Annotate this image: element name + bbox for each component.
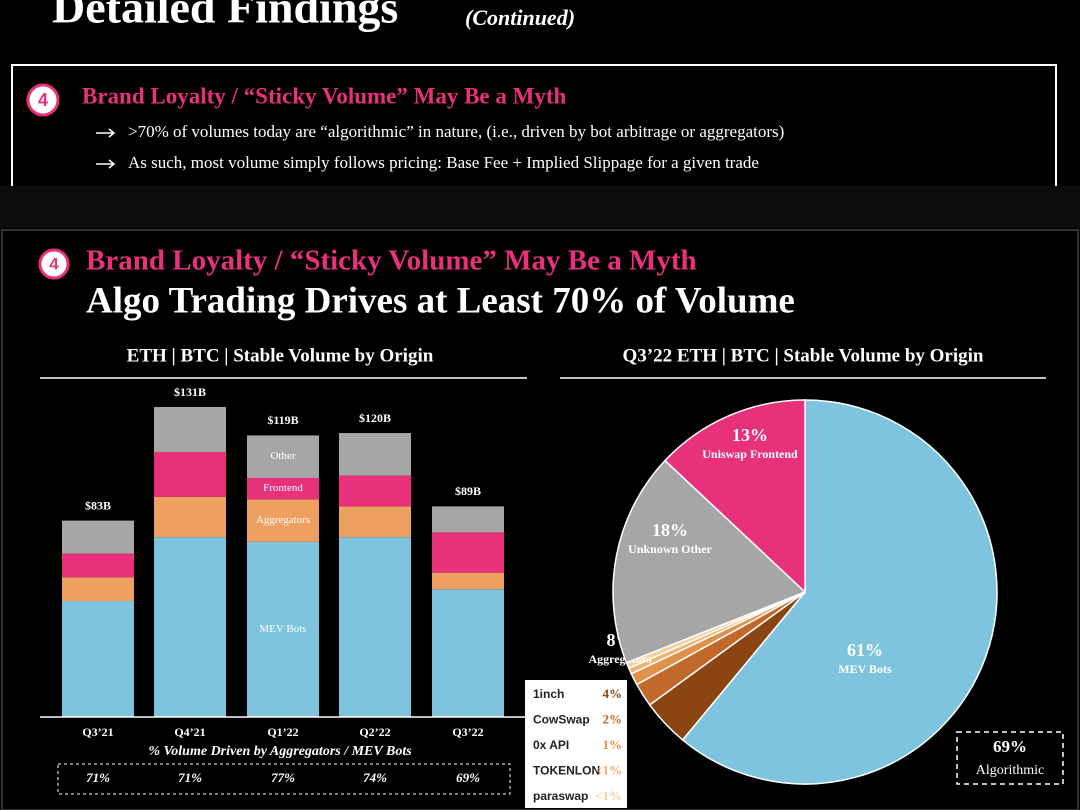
share-title: % Volume Driven by Aggregators / MEV Bot… bbox=[148, 744, 412, 759]
callout-value: 69% bbox=[993, 737, 1027, 756]
share-value: 69% bbox=[456, 770, 480, 785]
x-tick-label: Q4’21 bbox=[174, 725, 205, 739]
finding-number: 4 bbox=[38, 90, 48, 110]
legend-name: 0x API bbox=[533, 738, 569, 752]
slice-name: MEV Bots bbox=[838, 662, 892, 676]
bar-segment bbox=[247, 541, 319, 717]
bar-segment bbox=[247, 435, 319, 478]
page-subtitle: (Continued) bbox=[465, 5, 575, 30]
slide-kicker: Brand Loyalty / “Sticky Volume” May Be a… bbox=[86, 245, 697, 277]
finding-heading: Brand Loyalty / “Sticky Volume” May Be a… bbox=[82, 83, 567, 108]
bar-segment bbox=[247, 477, 319, 500]
legend-name: 1inch bbox=[533, 687, 564, 701]
bar-segment bbox=[339, 433, 411, 476]
breakdown-legend bbox=[525, 680, 627, 808]
bar-segment bbox=[432, 572, 504, 590]
slide-number: 4 bbox=[49, 254, 59, 273]
share-value: 77% bbox=[271, 770, 295, 785]
bar-segment bbox=[339, 475, 411, 507]
bar-segment bbox=[62, 601, 134, 717]
legend-value: 2% bbox=[603, 711, 623, 726]
bar-segment bbox=[432, 506, 504, 533]
legend-name: TOKENLON bbox=[533, 764, 600, 778]
share-value: 71% bbox=[86, 770, 110, 785]
callout-text: Algorithmic bbox=[976, 763, 1044, 778]
bar-segment bbox=[154, 407, 226, 452]
x-tick-label: Q3’21 bbox=[82, 725, 113, 739]
bullet: >70% of volumes today are “algorithmic” … bbox=[128, 122, 784, 141]
bar-segment bbox=[339, 506, 411, 538]
slice-name: Uniswap Frontend bbox=[702, 447, 798, 461]
total-label: $119B bbox=[267, 413, 298, 427]
slice-value: 18% bbox=[652, 520, 688, 540]
total-label: $131B bbox=[174, 385, 206, 399]
legend-value: 1% bbox=[603, 737, 623, 752]
bar-segment bbox=[432, 589, 504, 717]
bar-segment bbox=[62, 577, 134, 602]
share-value: 74% bbox=[363, 770, 387, 785]
share-value: 71% bbox=[178, 770, 202, 785]
total-label: $83B bbox=[85, 498, 111, 512]
bullet-arrows bbox=[96, 128, 116, 169]
bar-chart-title: ETH | BTC | Stable Volume by Origin bbox=[127, 345, 434, 366]
x-tick-label: Q2’22 bbox=[359, 725, 390, 739]
bar-segment bbox=[154, 451, 226, 497]
bullet: As such, most volume simply follows pric… bbox=[128, 153, 759, 172]
segment-label: Aggregators bbox=[256, 514, 310, 526]
legend-name: paraswap bbox=[533, 789, 588, 803]
legend-value: <1% bbox=[595, 788, 622, 803]
segment-label: Frontend bbox=[263, 482, 303, 494]
bar-segment bbox=[154, 496, 226, 538]
segment-label: MEV Bots bbox=[259, 623, 306, 635]
pie-slice bbox=[681, 399, 998, 785]
x-tick-label: Q3’22 bbox=[452, 725, 483, 739]
x-tick-label: Q1’22 bbox=[267, 725, 298, 739]
legend-value: <1% bbox=[595, 762, 622, 777]
total-label: $89B bbox=[455, 484, 481, 498]
bar-segment bbox=[432, 532, 504, 573]
divider-band bbox=[0, 186, 1080, 228]
bar-segment bbox=[247, 499, 319, 542]
bar-segment bbox=[154, 537, 226, 717]
share-box bbox=[57, 763, 511, 795]
slice-value: 13% bbox=[732, 425, 768, 445]
bar-segment bbox=[62, 553, 134, 578]
segment-label: Other bbox=[270, 450, 295, 462]
total-label: $120B bbox=[359, 411, 391, 425]
pie-chart-title: Q3’22 ETH | BTC | Stable Volume by Origi… bbox=[623, 345, 984, 366]
pie-slice bbox=[612, 459, 807, 664]
legend-value: 4% bbox=[603, 686, 623, 701]
slice-value: 61% bbox=[847, 640, 883, 660]
slice-name: Unknown Other bbox=[628, 542, 712, 556]
pie-slice bbox=[663, 399, 806, 594]
bar-segment bbox=[339, 537, 411, 717]
callout-box bbox=[956, 731, 1064, 785]
slide-title: Algo Trading Drives at Least 70% of Volu… bbox=[86, 280, 795, 321]
page-title: Detailed Findings bbox=[52, 0, 398, 33]
legend-name: CowSwap bbox=[533, 713, 590, 727]
slide-badge bbox=[38, 248, 70, 280]
bar-segment bbox=[62, 520, 134, 554]
finding-badge bbox=[26, 83, 60, 117]
